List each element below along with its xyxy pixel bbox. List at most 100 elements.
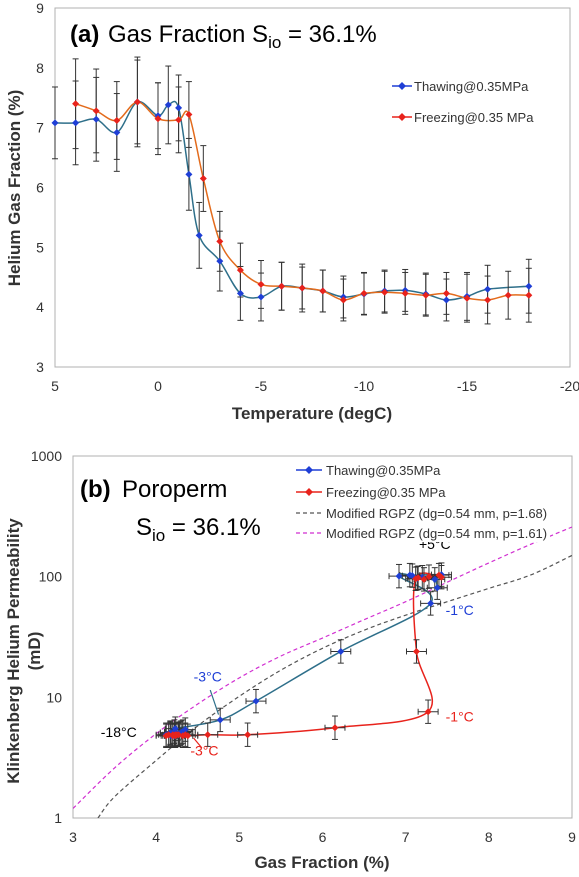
panel-b-x-tick-label: 8: [485, 829, 493, 845]
panel-a-point-freezing: [360, 289, 368, 297]
panel-b-y-tick-label: 1: [54, 810, 62, 826]
panel-a-x-axis-label: Temperature (degC): [232, 404, 392, 423]
panel-b-legend: [288, 460, 550, 542]
panel-a-point-freezing: [216, 237, 224, 245]
panel-a-point-thawing: [185, 170, 193, 178]
panel-a-y-tick-label: 7: [36, 120, 44, 136]
panel-a-point-freezing: [381, 288, 389, 296]
panel-b-annotation: -3°C: [190, 742, 218, 758]
panel-a-point-thawing: [72, 119, 80, 127]
panel-a-point-thawing: [175, 104, 183, 112]
panel-a-title: Gas Fraction Sio = 36.1%: [108, 21, 377, 52]
panel-a-point-freezing: [154, 115, 162, 123]
panel-b-point-freezing: [204, 731, 212, 739]
panel-b-point-freezing: [171, 731, 179, 739]
panel-a-x-tick-label: 0: [154, 378, 162, 394]
panel-a-plot-frame: [54, 7, 571, 368]
panel-b-x-tick-label: 4: [152, 829, 160, 845]
panel-a-legend-label-freezing: Freezing@0.35 MPa: [414, 110, 534, 125]
panel-b-point-freezing: [331, 724, 339, 732]
panel-a-point-thawing: [195, 231, 203, 239]
panel-a-point-freezing: [484, 296, 492, 304]
panel-b-point-freezing: [412, 647, 420, 655]
panel-a-content: 3 4 5 6 7 8 9 5 0 -5 -10 -15 -20: [36, 0, 579, 394]
panel-b-subtitle-main: S: [136, 514, 152, 541]
panel-a-x-tick-label: -15: [457, 378, 477, 394]
panel-a-point-thawing: [442, 296, 450, 304]
panel-a-point-freezing: [463, 294, 471, 302]
panel-a-point-thawing: [257, 293, 265, 301]
panel-b-subtitle-sub: io: [152, 526, 165, 545]
panel-b-y-tick-label: 1000: [31, 448, 62, 464]
panel-b-y-axis-label-line1: Klinkenberg Helium Permeability: [4, 518, 23, 784]
panel-b-point-freezing: [425, 573, 433, 581]
panel-b-point-thawing: [216, 716, 224, 724]
panel-a-title-main: Gas Fraction S: [108, 21, 268, 48]
panel-a-point-freezing: [504, 291, 512, 299]
panel-b-legend-label-rgpz-161: Modified RGPZ (dg=0.54 mm, p=1.61): [326, 526, 547, 541]
panel-b-point-freezing: [162, 732, 170, 740]
panel-a-y-tick-label: 8: [36, 60, 44, 76]
panel-a-y-axis-label: Helium Gas Fraction (%): [5, 90, 24, 286]
panel-a-point-freezing: [401, 289, 409, 297]
panel-a-point-freezing: [113, 116, 121, 124]
panel-a-point-thawing: [216, 257, 224, 265]
panel-a-point-thawing: [525, 282, 533, 290]
panel-a-x-tick-label: -5: [255, 378, 268, 394]
panel-b-point-freezing: [244, 731, 252, 739]
panel-b-plot-frame: [72, 455, 573, 819]
panel-a-title-suffix: = 36.1%: [281, 21, 376, 48]
panel-b-y-tick-label: 100: [39, 569, 63, 585]
panel-b-x-tick-label: 7: [402, 829, 410, 845]
panel-a-point-freezing: [236, 266, 244, 274]
panel-b-x-axis-label: Gas Fraction (%): [254, 853, 389, 872]
panel-b-point-freezing: [437, 573, 445, 581]
panel-b-annotation: -1°C: [446, 602, 474, 618]
panel-b-point-thawing: [406, 571, 414, 579]
panel-b-point-thawing: [427, 599, 435, 607]
panel-a-point-freezing: [199, 175, 207, 183]
panel-a-legend-marker-freezing: [398, 113, 406, 121]
panel-b-title-main: Poroperm: [122, 476, 227, 503]
panel-a-point-thawing: [236, 289, 244, 297]
panel-b-annotation-arrow: [209, 689, 220, 715]
panel-b-subtitle-suffix: = 36.1%: [165, 514, 260, 541]
panel-a-point-freezing: [339, 296, 347, 304]
panel-b-x-tick-label: 3: [69, 829, 77, 845]
panel-b-annotation-arrow: [193, 737, 203, 749]
panel-a-legend-label-thawing: Thawing@0.35MPa: [414, 79, 529, 94]
panel-a-x-tick-label: -20: [560, 378, 579, 394]
panel-b-point-freezing: [420, 575, 428, 583]
panel-a-y-tick-label: 4: [36, 299, 44, 315]
panel-b-point-thawing: [431, 575, 439, 583]
panel-a-x-tick-label: 5: [51, 378, 59, 394]
panel-a-point-freezing: [185, 111, 193, 119]
panel-a-legend-marker-thawing: [398, 82, 406, 90]
panel-a-point-freezing: [422, 291, 430, 299]
panel-a-y-tick-label: 9: [36, 0, 44, 16]
panel-a-point-freezing: [92, 107, 100, 115]
panel-a-point-freezing: [298, 284, 306, 292]
panel-a-point-thawing: [51, 119, 59, 127]
panel-a-x-tick-label: -10: [354, 378, 374, 394]
panel-b-point-thawing: [395, 572, 403, 580]
panel-a-point-freezing: [319, 287, 327, 295]
panel-b-point-thawing: [433, 584, 441, 592]
panel-a-point-freezing: [278, 282, 286, 290]
panel-a-point-thawing: [484, 285, 492, 293]
panel-a-point-freezing: [133, 98, 141, 106]
panel-a-point-freezing: [175, 116, 183, 124]
panel-b-point-freezing: [412, 575, 420, 583]
panel-a-chart: 3 4 5 6 7 8 9 5 0 -5 -10 -15 -20 (a) Gas Fraction Si…: [5, 0, 579, 423]
panel-b-legend-label-thawing: Thawing@0.35MPa: [326, 463, 441, 478]
panel-b-x-tick-label: 5: [235, 829, 243, 845]
panel-a-point-freezing: [525, 291, 533, 299]
panel-a-legend: [382, 76, 560, 146]
panel-b-subtitle: Sio = 36.1%: [136, 514, 261, 545]
panel-b-legend-marker-thawing: [305, 466, 313, 474]
panel-b-legend-marker-freezing: [305, 488, 313, 496]
panel-b-y-axis-label-line2: (mD): [25, 632, 44, 671]
panel-a-title-prefix: (a): [70, 21, 99, 48]
panel-a-point-thawing: [113, 128, 121, 136]
